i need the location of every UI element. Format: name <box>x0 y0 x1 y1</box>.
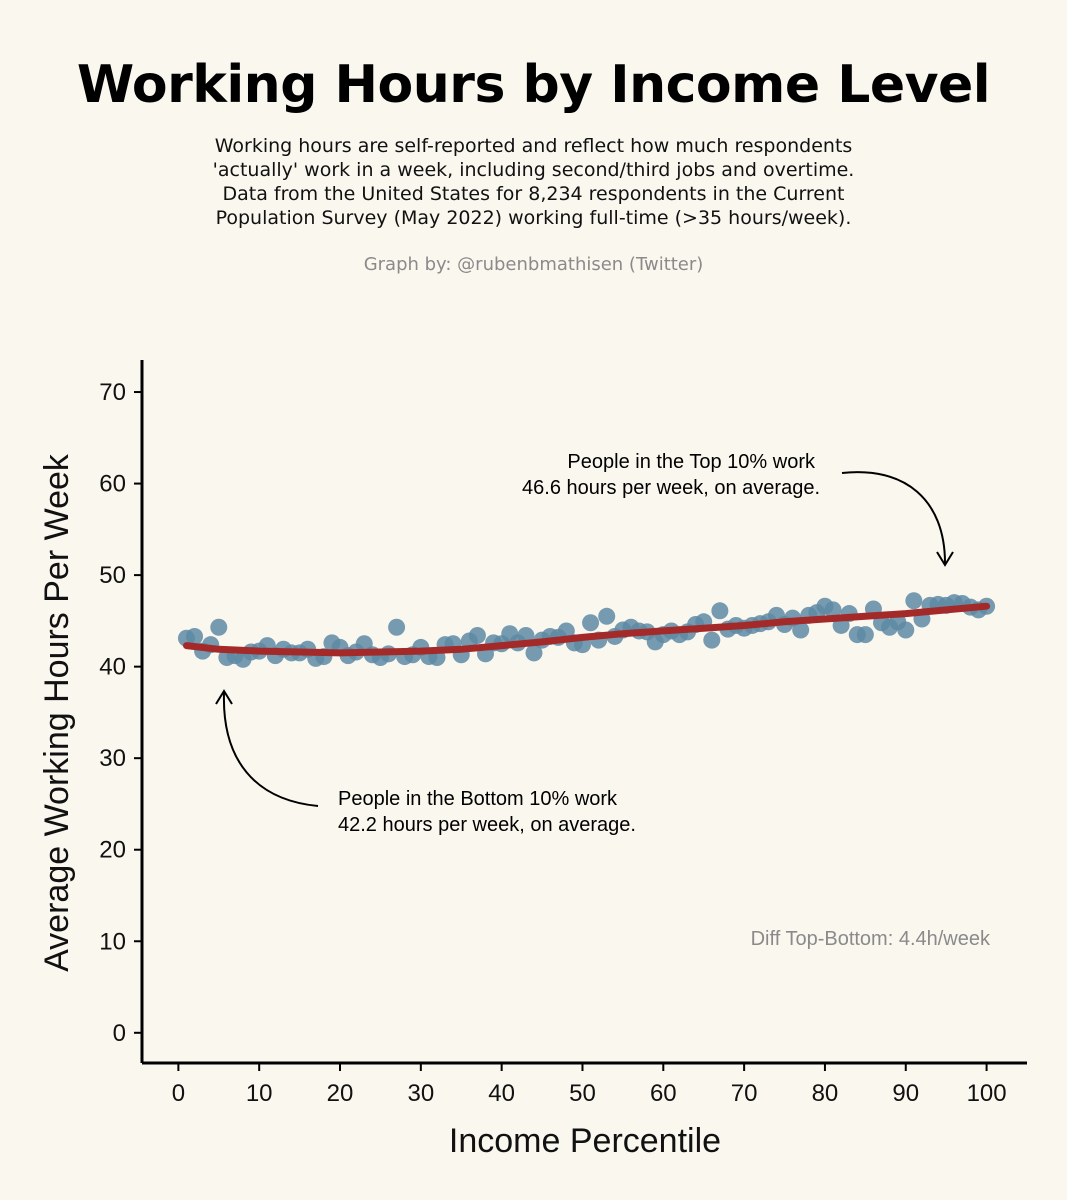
subtitle-line-3: Data from the United States for 8,234 re… <box>222 183 845 205</box>
chart-title: Working Hours by Income Level <box>76 55 991 115</box>
data-point <box>711 602 729 620</box>
y-axis-title: Average Working Hours Per Week <box>38 453 76 972</box>
y-tick-label: 40 <box>99 654 126 681</box>
y-tick-label: 30 <box>99 745 126 772</box>
x-tick-label: 0 <box>172 1080 185 1107</box>
data-point <box>792 621 810 639</box>
y-ticks: 0 10 20 30 40 50 60 70 <box>99 379 142 1047</box>
top-arrowhead <box>936 551 954 567</box>
bottom-arrowhead <box>215 689 233 705</box>
data-point <box>824 601 842 619</box>
trend-line <box>183 602 991 657</box>
x-tick-label: 90 <box>892 1080 919 1107</box>
x-tick-label: 20 <box>327 1080 354 1107</box>
data-point <box>905 592 923 610</box>
top-annotation-line-2: 46.6 hours per week, on average. <box>522 477 820 499</box>
data-point <box>703 631 721 649</box>
data-point <box>210 618 228 636</box>
bottom-arrow <box>222 692 319 807</box>
subtitle-line-2: 'actually' work in a week, including sec… <box>212 159 855 181</box>
y-tick-label: 50 <box>99 562 126 589</box>
data-point <box>388 618 406 636</box>
y-tick-label: 10 <box>99 928 126 955</box>
top-annotation: People in the Top 10% work 46.6 hours pe… <box>522 451 954 567</box>
x-ticks: 0 10 20 30 40 50 60 70 80 90 100 <box>172 1063 1007 1107</box>
data-point <box>557 622 575 640</box>
y-tick-label: 60 <box>99 471 126 498</box>
x-tick-label: 30 <box>407 1080 434 1107</box>
data-point <box>525 644 543 662</box>
x-tick-label: 60 <box>650 1080 677 1107</box>
top-arrow <box>841 471 946 564</box>
x-tick-label: 50 <box>569 1080 596 1107</box>
bottom-annotation-line-1: People in the Bottom 10% work <box>338 788 618 810</box>
data-point <box>598 607 616 625</box>
y-tick-label: 20 <box>99 837 126 864</box>
data-point <box>468 627 486 645</box>
data-points <box>177 592 996 668</box>
subtitle-line-1: Working hours are self-reported and refl… <box>214 135 853 157</box>
y-tick-label: 0 <box>113 1020 126 1047</box>
bottom-annotation-line-2: 42.2 hours per week, on average. <box>338 814 636 836</box>
top-annotation-line-1: People in the Top 10% work <box>567 451 816 473</box>
chart-subtitle: Working hours are self-reported and refl… <box>150 134 917 230</box>
data-point <box>897 621 915 639</box>
data-point <box>186 627 204 645</box>
x-tick-label: 80 <box>812 1080 839 1107</box>
x-tick-label: 40 <box>488 1080 515 1107</box>
y-tick-label: 70 <box>99 379 126 406</box>
x-tick-label: 70 <box>731 1080 758 1107</box>
diff-label: Diff Top-Bottom: 4.4h/week <box>751 928 991 950</box>
subtitle-line-4: Population Survey (May 2022) working ful… <box>215 207 852 229</box>
x-tick-label: 100 <box>967 1080 1007 1107</box>
bottom-annotation: People in the Bottom 10% work 42.2 hours… <box>215 689 636 836</box>
x-tick-label: 10 <box>246 1080 273 1107</box>
axes <box>140 360 1027 1065</box>
graph-credit: Graph by: @rubenbmathisen (Twitter) <box>363 254 704 275</box>
x-axis-title: Income Percentile <box>449 1122 721 1160</box>
data-point <box>856 626 874 644</box>
data-point <box>582 614 600 632</box>
